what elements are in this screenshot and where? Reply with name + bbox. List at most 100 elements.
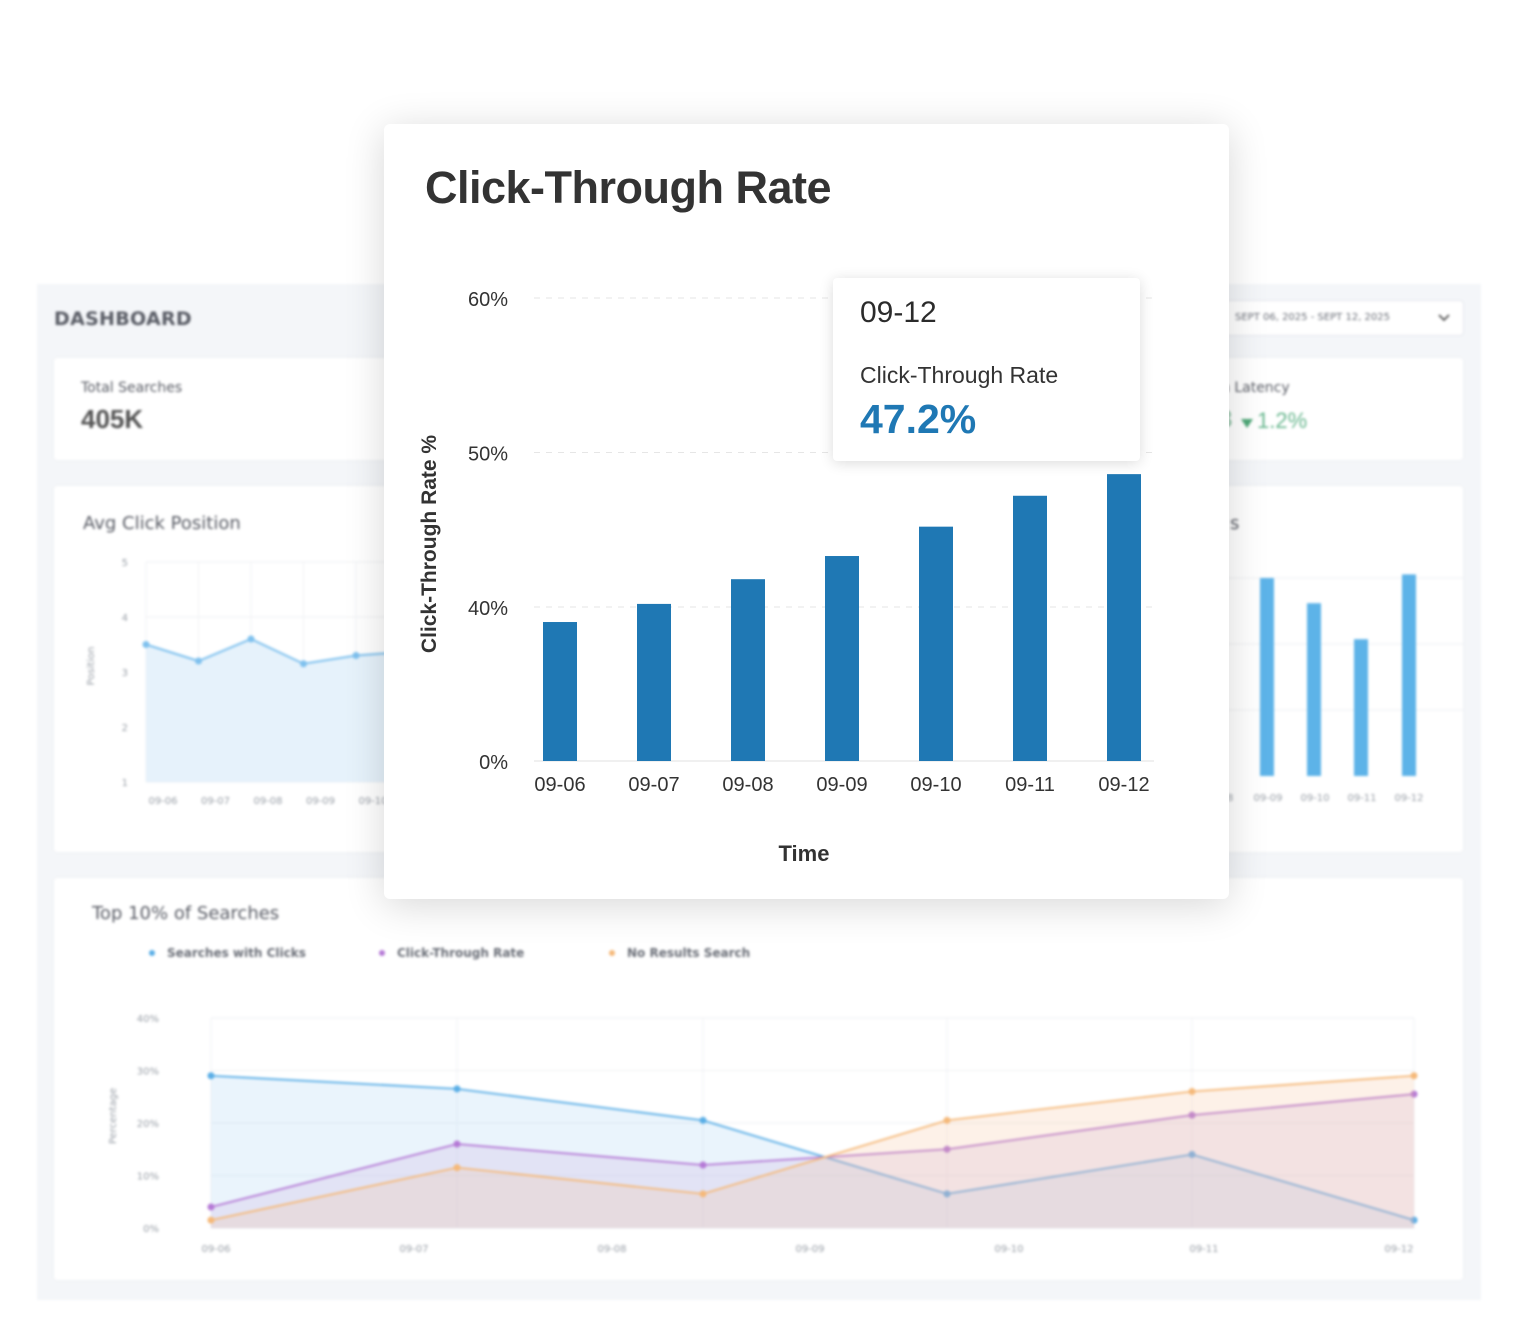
x-tick-label: 09-09 xyxy=(306,796,335,807)
data-point xyxy=(699,1161,707,1169)
x-tick-label: 09-06 xyxy=(534,774,585,796)
data-point xyxy=(943,1190,951,1198)
tooltip-category: 09-12 xyxy=(860,296,937,329)
y-tick-label: 3 xyxy=(122,668,128,679)
x-axis-label: Time xyxy=(779,841,830,866)
bar xyxy=(1260,578,1274,776)
y-tick-label: 40% xyxy=(468,598,508,620)
data-point xyxy=(453,1140,461,1148)
x-tick-label: 09-06 xyxy=(148,796,177,807)
tooltip-series-name: Click-Through Rate xyxy=(860,362,1059,388)
bar xyxy=(1402,574,1416,776)
legend-label: No Results Search xyxy=(627,946,751,960)
y-tick-label: 0% xyxy=(143,1224,159,1235)
y-axis-label: Click-Through Rate % xyxy=(418,435,441,654)
x-tick-label: 09-09 xyxy=(1253,793,1282,804)
kpi-label: h Latency xyxy=(1221,380,1290,396)
chart-title: Click-Through Rate xyxy=(425,162,832,213)
x-tick-label: 09-07 xyxy=(201,796,230,807)
x-tick-label: 09-10 xyxy=(358,796,387,807)
x-tick-label: 09-10 xyxy=(994,1244,1023,1255)
legend-label: Click-Through Rate xyxy=(397,946,525,960)
bar-09-11[interactable] xyxy=(1013,495,1047,761)
y-tick-label: 40% xyxy=(137,1014,159,1025)
legend-dot-icon xyxy=(609,950,615,956)
y-tick-label: 5 xyxy=(122,558,128,569)
x-tick-label: 09-10 xyxy=(910,774,961,796)
data-point xyxy=(699,1190,707,1198)
bar xyxy=(1354,639,1368,776)
data-point xyxy=(1188,1111,1196,1119)
avg-click-line xyxy=(145,637,394,665)
data-point xyxy=(195,657,202,665)
x-tick-label: 09-12 xyxy=(1394,793,1423,804)
data-point xyxy=(1410,1216,1418,1224)
data-point xyxy=(142,641,150,648)
tooltip-value: 47.2% xyxy=(860,396,977,442)
data-point xyxy=(1410,1090,1418,1098)
kpi-card-total-searches: Total Searches 405K xyxy=(54,358,394,460)
x-tick-label: 09-11 xyxy=(1189,1244,1218,1255)
data-point xyxy=(1188,1088,1196,1095)
data-point xyxy=(1410,1072,1418,1080)
legend-dot-icon xyxy=(149,950,155,956)
legend-item[interactable]: No Results Search xyxy=(609,946,750,960)
y-tick-label: 30% xyxy=(137,1067,159,1078)
y-tick-label: 20% xyxy=(137,1119,159,1130)
avg-click-position-title: Avg Click Position xyxy=(83,513,241,534)
kpi-value: 405K xyxy=(81,404,144,434)
y-tick-label: 1 xyxy=(122,778,128,789)
y-tick-label: 60% xyxy=(468,289,508,311)
data-point xyxy=(352,652,360,659)
x-tick-label: 09-10 xyxy=(1300,793,1329,804)
legend-item[interactable]: Click-Through Rate xyxy=(379,946,524,960)
bar xyxy=(1307,603,1321,776)
x-tick-label: 09-07 xyxy=(628,774,679,796)
series-area xyxy=(211,1075,1414,1228)
avg-click-area xyxy=(146,639,394,782)
x-tick-label: 09-08 xyxy=(722,774,773,796)
x-tick-label: 09-08 xyxy=(253,796,282,807)
percentage-axis-label: Percentage xyxy=(108,1088,119,1144)
avg-click-position-card: Avg Click Position Position 5 4 3 2 1 09-06 0… xyxy=(54,486,394,852)
x-tick-label: 09-12 xyxy=(1098,774,1149,796)
x-tick-label: 09-09 xyxy=(795,1244,824,1255)
legend-label: Searches with Clicks xyxy=(167,946,306,960)
chart-tooltip: 09-12 Click-Through Rate 47.2% xyxy=(833,278,1140,461)
avg-click-position-chart: Position 5 4 3 2 1 09-06 09-07 09-08 09-09 09-10 xyxy=(86,558,394,807)
top-searches-card: Top 10% of Searches Searches with Clicks… xyxy=(54,878,1463,1280)
bar-09-06[interactable] xyxy=(543,622,577,761)
top-searches-chart: Percentage 40% 30% 20% 10% 0% 09-06 09-07 09-0… xyxy=(108,1014,1418,1255)
data-point xyxy=(699,1116,707,1124)
bar-09-10[interactable] xyxy=(919,526,953,761)
date-range-label: SEPT 06, 2025 - SEPT 12, 2025 xyxy=(1235,312,1390,323)
data-point xyxy=(300,660,307,668)
legend-dot-icon xyxy=(379,950,385,956)
click-through-rate-chart: 60% 50% 40% 0% 09-06 09-07 09-08 09-09 09-10 09-… xyxy=(418,289,1154,866)
data-point xyxy=(247,635,255,643)
x-tick-label: 09-08 xyxy=(597,1244,626,1255)
bar-09-12[interactable] xyxy=(1107,474,1141,761)
kpi-label: Total Searches xyxy=(81,380,183,396)
top-searches-title: Top 10% of Searches xyxy=(92,903,280,924)
bar-09-07[interactable] xyxy=(637,603,671,761)
data-point xyxy=(943,1116,951,1124)
right-card-title: s xyxy=(1230,513,1240,534)
bar-09-08[interactable] xyxy=(731,579,765,761)
bar-09-09[interactable] xyxy=(825,556,859,761)
data-point xyxy=(207,1203,215,1211)
x-tick-label: 09-07 xyxy=(399,1244,428,1255)
chevron-down-icon xyxy=(1437,307,1451,332)
y-tick-label: 4 xyxy=(122,613,128,624)
date-range-select[interactable]: SEPT 06, 2025 - SEPT 12, 2025 xyxy=(1222,300,1464,336)
series-line xyxy=(210,1074,1415,1222)
data-point xyxy=(453,1085,461,1093)
data-point xyxy=(943,1145,951,1153)
dashboard-title: DASHBOARD xyxy=(54,308,192,330)
legend-item[interactable]: Searches with Clicks xyxy=(149,946,306,960)
data-point xyxy=(1188,1151,1196,1158)
click-through-rate-card: Click-Through Rate 60% 50% 40% 0% 09-06 09-0… xyxy=(384,124,1229,899)
series-area xyxy=(211,1075,1414,1228)
data-point xyxy=(207,1216,215,1224)
